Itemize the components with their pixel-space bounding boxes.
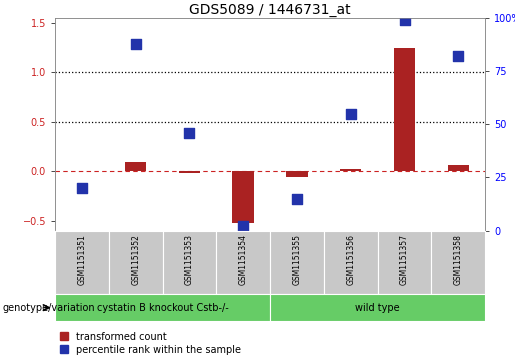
Point	[185, 130, 194, 136]
Text: GSM1151353: GSM1151353	[185, 234, 194, 285]
Bar	[232, 171, 254, 223]
Text: cystatin B knockout Cstb-/-: cystatin B knockout Cstb-/-	[97, 303, 229, 313]
Point	[454, 53, 462, 59]
Text: GSM1151354: GSM1151354	[239, 234, 248, 285]
Legend: transformed count, percentile rank within the sample: transformed count, percentile rank withi…	[60, 331, 241, 355]
Point	[78, 185, 86, 191]
Point	[347, 111, 355, 117]
Text: GSM1151357: GSM1151357	[400, 234, 409, 285]
Point	[239, 223, 247, 229]
Text: GSM1151355: GSM1151355	[293, 234, 301, 285]
Bar	[286, 171, 308, 177]
Bar	[340, 169, 362, 171]
Point	[132, 41, 140, 46]
Bar	[448, 165, 469, 171]
Text: GSM1151356: GSM1151356	[346, 234, 355, 285]
Point	[293, 196, 301, 201]
Text: GSM1151352: GSM1151352	[131, 234, 140, 285]
Text: GSM1151358: GSM1151358	[454, 234, 463, 285]
Title: GDS5089 / 1446731_at: GDS5089 / 1446731_at	[190, 3, 351, 17]
Bar	[125, 162, 146, 171]
Point	[400, 17, 408, 23]
Bar	[179, 171, 200, 173]
Text: GSM1151351: GSM1151351	[77, 234, 87, 285]
Text: wild type: wild type	[355, 303, 400, 313]
Bar	[394, 48, 415, 171]
Text: genotype/variation: genotype/variation	[3, 303, 95, 313]
